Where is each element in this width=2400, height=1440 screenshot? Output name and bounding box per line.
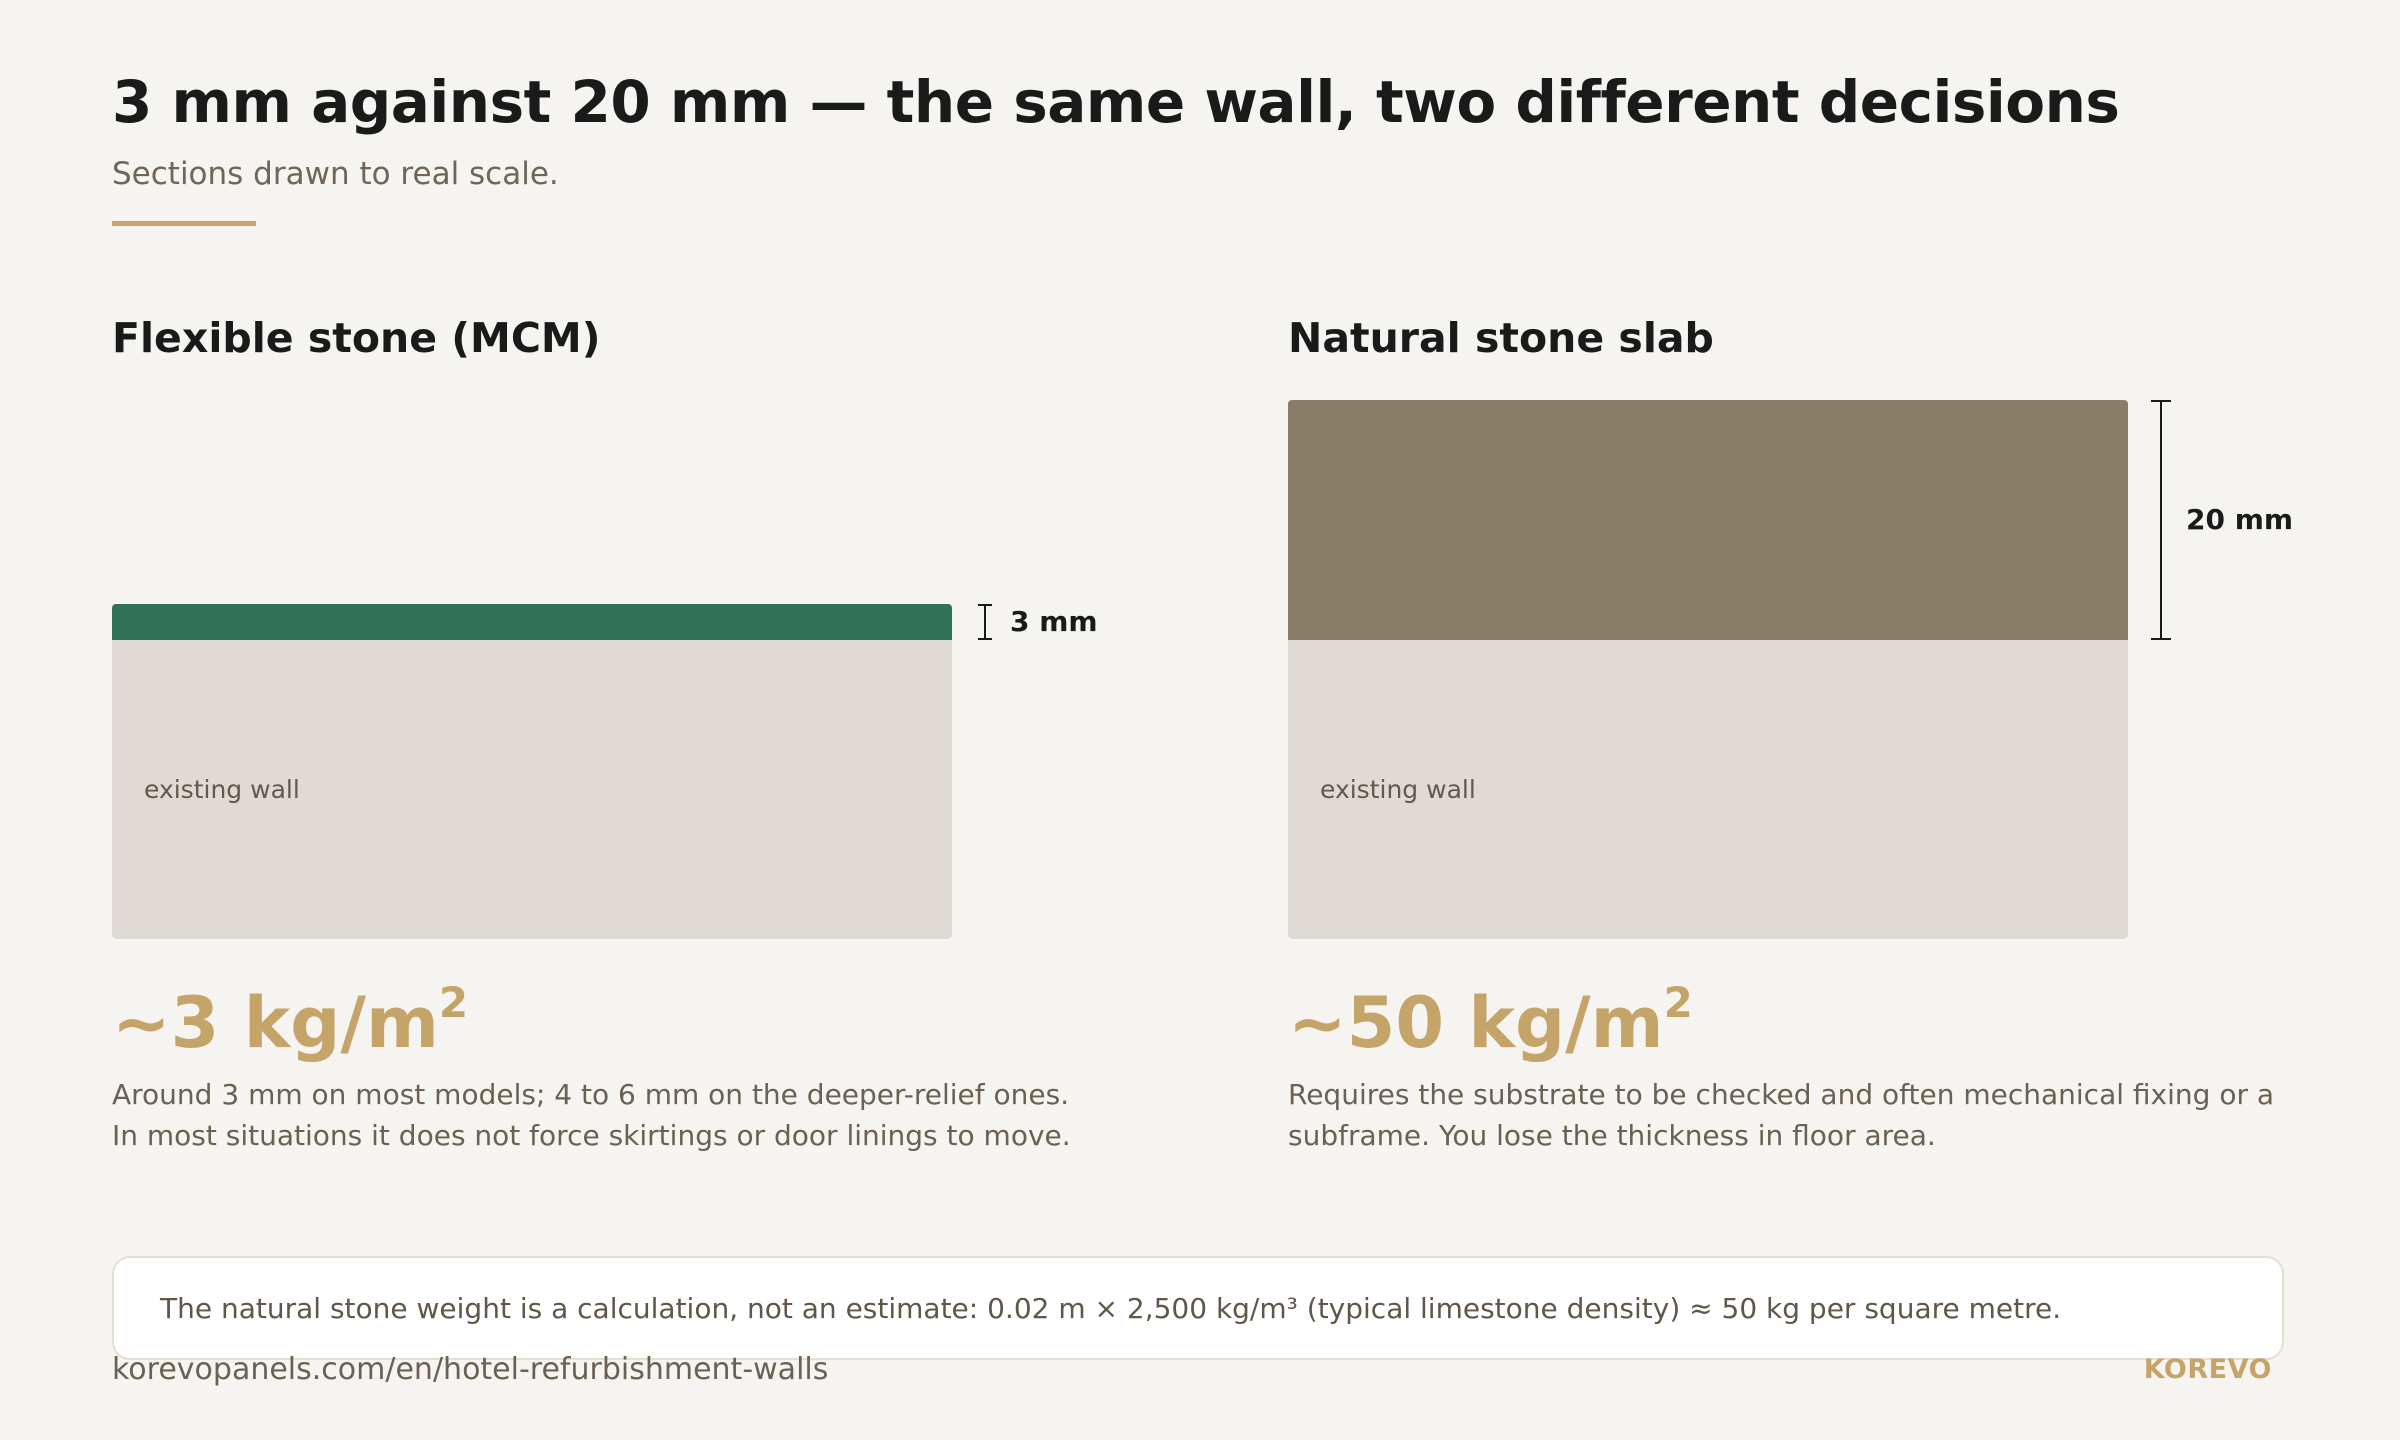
calculation-note-text: The natural stone weight is a calculatio…	[160, 1292, 2062, 1325]
stone-slab-layer	[1288, 400, 2128, 640]
weight-sup-right: 2	[1663, 978, 1693, 1027]
footer-brand-logo: KOREVO	[2143, 1354, 2272, 1385]
dimension-cap-bottom-left	[978, 638, 992, 640]
footer-url[interactable]: korevopanels.com/en/hotel-refurbishment-…	[112, 1352, 829, 1387]
description-left-line2: In most situations it does not force ski…	[112, 1119, 1071, 1152]
dimension-cap-bottom-right	[2151, 638, 2171, 640]
dimension-label-left: 3 mm	[1010, 605, 1098, 638]
description-right: Requires the substrate to be checked and…	[1288, 1078, 2275, 1152]
wall-label-right: existing wall	[1320, 775, 1476, 804]
natural-stone-section: Natural stone slab existing wall 20 mm ~…	[1288, 0, 2368, 1440]
weight-sup-left: 2	[438, 978, 469, 1027]
weight-text-right: ~50 kg/m	[1288, 982, 1664, 1064]
weight-value-left: ~3 kg/m2	[112, 978, 468, 1064]
weight-value-right: ~50 kg/m2	[1288, 978, 1693, 1064]
description-left-line1: Around 3 mm on most models; 4 to 6 mm on…	[112, 1078, 1070, 1111]
dimension-cap-top-right	[2151, 400, 2171, 402]
dimension-cap-top-left	[978, 604, 992, 606]
description-left: Around 3 mm on most models; 4 to 6 mm on…	[112, 1074, 1142, 1156]
existing-wall-right: existing wall	[1288, 640, 2128, 939]
mcm-layer	[112, 604, 952, 640]
dimension-label-right: 20 mm	[2186, 503, 2294, 536]
natural-stone-heading: Natural stone slab	[1288, 314, 1714, 362]
calculation-note: The natural stone weight is a calculatio…	[112, 1256, 2284, 1360]
flexible-stone-section: Flexible stone (MCM) existing wall 3 mm …	[112, 0, 1192, 1440]
dimension-line-right	[2160, 400, 2162, 640]
page-title: 3 mm against 20 mm — the same wall, two …	[112, 68, 2120, 136]
accent-rule	[112, 221, 256, 226]
dimension-line-left	[984, 604, 986, 640]
page-subtitle: Sections drawn to real scale.	[112, 156, 559, 192]
existing-wall-left: existing wall	[112, 640, 952, 939]
wall-label-left: existing wall	[144, 775, 300, 804]
weight-text-left: ~3 kg/m	[112, 982, 439, 1064]
flexible-stone-heading: Flexible stone (MCM)	[112, 314, 601, 362]
